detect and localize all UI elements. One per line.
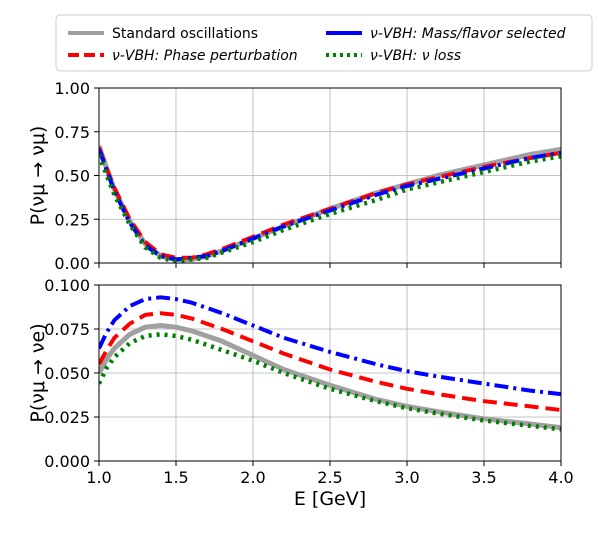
panel-appearance: 1.0 1.5 2.0 2.5 3.0 3.5 4.0 0.000 0.025 0.050 0.07… (27, 276, 574, 487)
legend-label: ν-VBH: ν loss (370, 48, 461, 64)
y-tick-label: 0.050 (44, 364, 90, 383)
y-tick-label: 0.025 (44, 408, 90, 427)
panel-disappearance: 0.00 0.25 0.50 0.75 1.00 P(νμ → νμ) (27, 79, 562, 273)
x-tick-label: 3.5 (471, 468, 496, 487)
y-tick-label: 0.00 (54, 254, 90, 273)
y-tick-label: 0.000 (44, 452, 90, 471)
legend-label: Standard oscillations (112, 26, 258, 42)
y-tick-label: 0.075 (44, 320, 90, 339)
y-tick-label: 0.25 (54, 210, 90, 229)
x-axis-label: E [GeV] (294, 488, 366, 510)
legend-label: ν-VBH: Phase perturbation (112, 48, 298, 64)
series-line (99, 148, 561, 262)
y-tick-label: 0.50 (54, 167, 90, 186)
legend-frame (55, 14, 593, 72)
series-line (99, 323, 561, 431)
x-tick-label: 4.0 (548, 468, 573, 487)
series-line (99, 311, 561, 412)
x-tick-label: 1.0 (86, 468, 111, 487)
plot-frame (98, 87, 562, 264)
y-tick-label: 0.75 (54, 123, 90, 142)
legend-entry: ν-VBH: ν loss (326, 48, 461, 64)
legend: Standard oscillations ν-VBH: Phase pertu… (55, 14, 593, 72)
y-tick-label: 0.100 (44, 276, 90, 295)
x-tick-label: 3.0 (394, 468, 419, 487)
legend-entry: Standard oscillations (68, 26, 258, 42)
legend-entry: ν-VBH: Phase perturbation (68, 48, 298, 64)
series-line (99, 332, 561, 432)
x-tick-label: 2.5 (317, 468, 342, 487)
x-tick-label: 2.0 (240, 468, 265, 487)
y-tick-label: 1.00 (54, 79, 90, 98)
series-line (99, 153, 561, 263)
legend-entry: ν-VBH: Mass/flavor selected (326, 26, 566, 42)
x-tick-label: 1.5 (163, 468, 188, 487)
series-line (99, 295, 561, 397)
y-axis-label: P(νμ → νμ) (27, 126, 49, 226)
legend-label: ν-VBH: Mass/flavor selected (370, 26, 566, 42)
plot-frame (98, 284, 562, 462)
y-axis-label: P(νμ → νe) (27, 323, 49, 422)
